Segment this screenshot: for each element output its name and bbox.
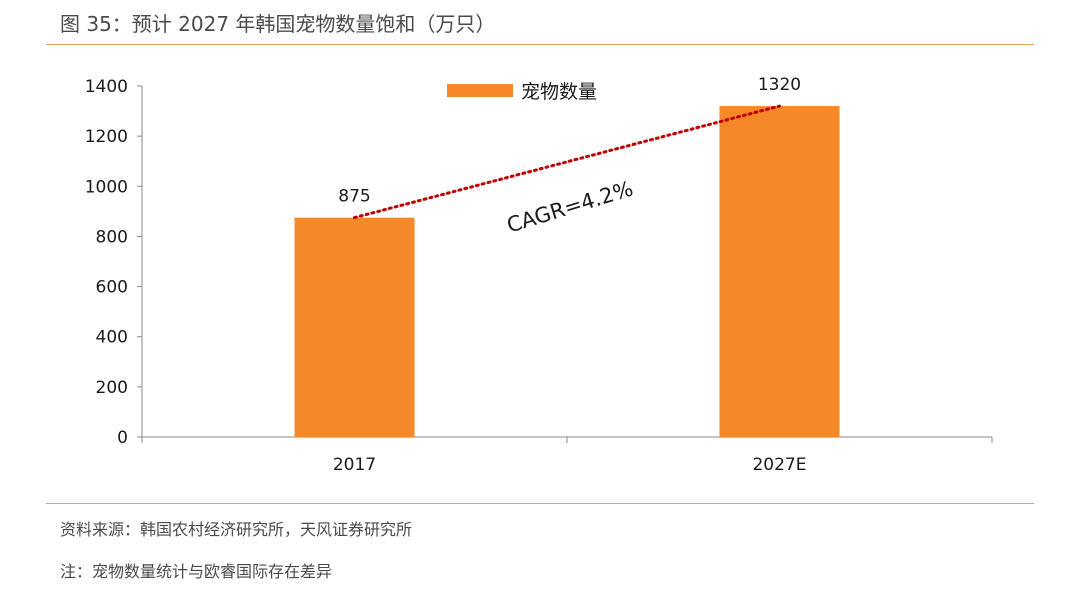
bar xyxy=(294,217,415,437)
y-tick-label: 1000 xyxy=(85,177,128,197)
y-tick-label: 800 xyxy=(96,227,128,247)
bar xyxy=(719,106,840,438)
data-label: 875 xyxy=(338,187,370,207)
cagr-annotation: CAGR=4.2% xyxy=(504,176,636,237)
trend xyxy=(353,104,781,220)
cagr-trend-line xyxy=(353,104,781,220)
y-tick-label: 600 xyxy=(96,278,128,298)
y-tick-label: 400 xyxy=(96,328,128,348)
y-tick-label: 1400 xyxy=(85,77,128,97)
figure-title: 图 35：预计 2027 年韩国宠物数量饱和（万只） xyxy=(60,12,496,36)
legend-swatch xyxy=(447,84,513,97)
x-axis: 2017 2027E xyxy=(141,436,993,475)
title-divider xyxy=(46,44,1034,45)
legend-label: 宠物数量 xyxy=(521,81,597,103)
y-tick-label: 200 xyxy=(96,378,128,398)
y-axis: 0 200 400 600 800 1000 1200 1400 xyxy=(85,77,143,448)
y-tick-label: 0 xyxy=(117,428,128,448)
note-text: 注：宠物数量统计与欧睿国际存在差异 xyxy=(60,562,333,581)
data-label: 1320 xyxy=(758,75,801,95)
legend: 宠物数量 xyxy=(447,81,597,103)
x-tick-label: 2027E xyxy=(752,455,806,475)
bars: 875 1320 xyxy=(294,75,840,438)
y-tick-label: 1200 xyxy=(85,127,128,147)
x-tick-label: 2017 xyxy=(333,455,376,475)
source-text: 资料来源：韩国农村经济研究所，天风证券研究所 xyxy=(60,520,413,539)
footer-divider xyxy=(46,503,1034,504)
